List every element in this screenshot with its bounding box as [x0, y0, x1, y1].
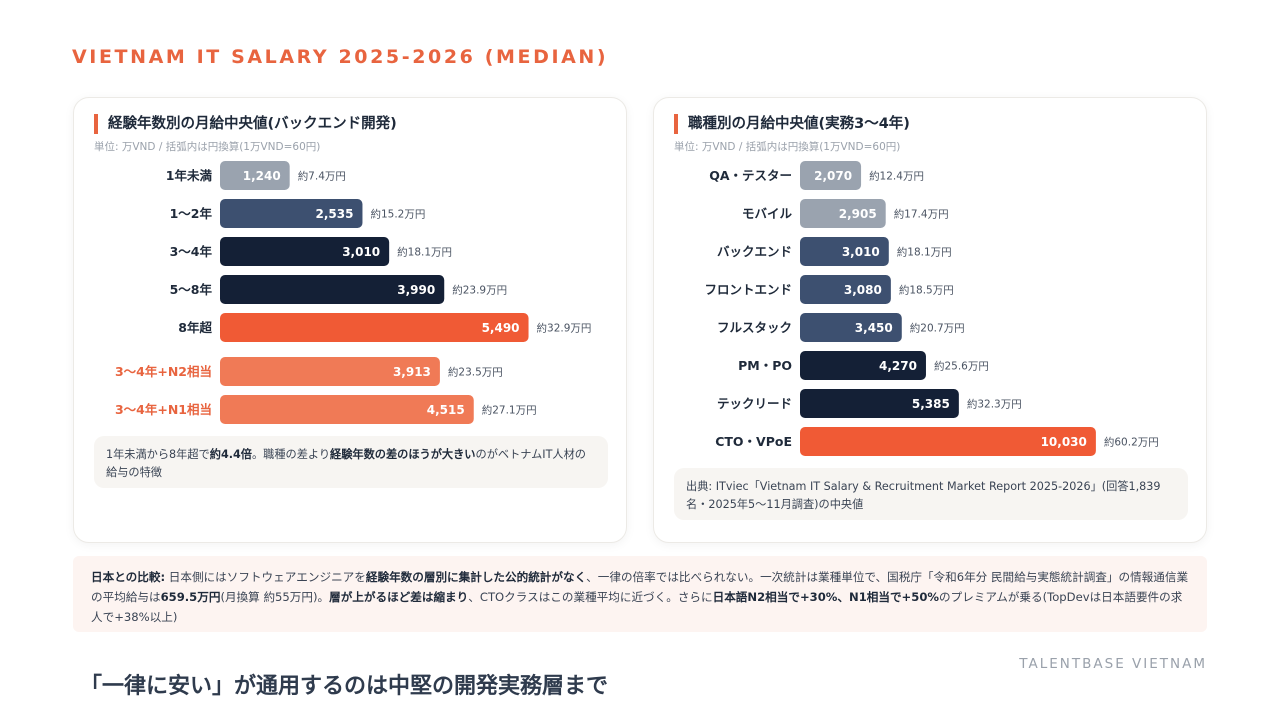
category-label: CTO・VPoE [715, 434, 792, 449]
bar-group-1-4: フルスタック 3,450 約20.7万円 [717, 313, 965, 342]
yen-label: 約60.2万円 [1104, 436, 1159, 449]
category-label: 3〜4年+N1相当 [115, 402, 212, 417]
value-label: 5,385 [912, 397, 950, 411]
role-chart-unit: 単位: 万VND / 括弧内は円換算(1万VND=60円) [674, 141, 901, 153]
experience-bar-chart: 1年未満 1,240 約7.4万円 1〜2年 2,535 約15.2万円 3〜4年 3,010… [115, 161, 591, 424]
yen-label: 約7.4万円 [298, 170, 346, 183]
category-label: PM・PO [738, 358, 792, 373]
category-label: テックリード [717, 396, 792, 411]
value-label: 5,490 [482, 321, 520, 335]
value-label: 3,080 [844, 283, 882, 297]
bar-group-0-5: 3〜4年+N2相当 3,913 約23.5万円 [115, 357, 503, 386]
value-label: 3,010 [842, 245, 880, 259]
value-label: 3,913 [393, 365, 431, 379]
bar [800, 351, 926, 380]
bar [220, 313, 529, 342]
bar-group-1-5: PM・PO 4,270 約25.6万円 [738, 351, 989, 380]
category-label: 1〜2年 [170, 206, 213, 221]
bar [220, 161, 290, 190]
role-chart-card: 職種別の月給中央値(実務3〜4年) 単位: 万VND / 括弧内は円換算(1万V… [653, 97, 1207, 543]
yen-label: 約25.6万円 [934, 360, 989, 373]
bar-group-1-7: CTO・VPoE 10,030 約60.2万円 [715, 427, 1159, 456]
experience-chart-unit: 単位: 万VND / 括弧内は円換算(1万VND=60円) [94, 141, 321, 153]
bar [800, 427, 1096, 456]
value-label: 2,535 [315, 207, 353, 221]
bar [800, 313, 902, 342]
bar-group-0-0: 1年未満 1,240 約7.4万円 [166, 161, 346, 190]
value-label: 3,010 [342, 245, 380, 259]
bar-group-1-2: バックエンド 3,010 約18.1万円 [717, 237, 952, 266]
bar-group-0-3: 5〜8年 3,990 約23.9万円 [170, 275, 507, 304]
value-label: 3,450 [855, 321, 893, 335]
experience-chart-card: 経験年数別の月給中央値(バックエンド開発) 単位: 万VND / 括弧内は円換算… [73, 97, 627, 543]
bar-group-0-4: 8年超 5,490 約32.9万円 [178, 313, 591, 342]
value-label: 4,515 [427, 403, 465, 417]
yen-label: 約12.4万円 [869, 170, 924, 183]
value-label: 10,030 [1041, 435, 1087, 449]
category-label: 3〜4年+N2相当 [115, 364, 212, 379]
value-label: 1,240 [243, 169, 281, 183]
yen-label: 約32.3万円 [967, 398, 1022, 411]
source-note: 出典: ITviec「Vietnam IT Salary & Recruitme… [674, 468, 1188, 520]
yen-label: 約17.4万円 [894, 208, 949, 221]
bar-group-1-6: テックリード 5,385 約32.3万円 [717, 389, 1022, 418]
value-label: 4,270 [879, 359, 917, 373]
value-label: 3,990 [397, 283, 435, 297]
page-title: VIETNAM IT SALARY 2025-2026 (MEDIAN) [72, 46, 609, 68]
bar [800, 275, 891, 304]
japan-comparison-box: 日本との比較: 日本側にはソフトウェアエンジニアを経験年数の層別に集計した公的統… [73, 556, 1207, 632]
headline: 「一律に安い」が通用するのは中堅の開発実務層まで [80, 674, 609, 699]
bar [220, 199, 363, 228]
category-label: バックエンド [717, 244, 792, 259]
yen-label: 約23.9万円 [452, 284, 507, 297]
value-label: 2,905 [839, 207, 877, 221]
bar [800, 199, 886, 228]
category-label: 5〜8年 [170, 282, 213, 297]
yen-label: 約18.1万円 [897, 246, 952, 259]
yen-label: 約18.1万円 [397, 246, 452, 259]
value-label: 2,070 [814, 169, 852, 183]
brand-label: TALENTBASE VIETNAM [1019, 656, 1207, 672]
bar-group-0-2: 3〜4年 3,010 約18.1万円 [170, 237, 452, 266]
experience-chart-title: 経験年数別の月給中央値(バックエンド開発) [94, 114, 397, 134]
category-label: 3〜4年 [170, 244, 213, 259]
bar [800, 389, 959, 418]
bar [220, 275, 445, 304]
category-label: フルスタック [717, 320, 792, 335]
bar [220, 237, 390, 266]
bar-group-1-3: フロントエンド 3,080 約18.5万円 [704, 275, 954, 304]
experience-note: 1年未満から8年超で約4.4倍。職種の差より経験年数の差のほうが大きいのがベトナ… [94, 436, 608, 488]
bar-group-0-1: 1〜2年 2,535 約15.2万円 [170, 199, 425, 228]
bar [220, 395, 474, 424]
category-label: フロントエンド [704, 282, 792, 297]
category-label: QA・テスター [709, 168, 792, 183]
yen-label: 約18.5万円 [899, 284, 954, 297]
bar-group-0-6: 3〜4年+N1相当 4,515 約27.1万円 [115, 395, 537, 424]
category-label: 1年未満 [166, 168, 213, 183]
yen-label: 約27.1万円 [482, 404, 537, 417]
yen-label: 約23.5万円 [448, 366, 503, 379]
role-chart-title: 職種別の月給中央値(実務3〜4年) [674, 114, 910, 134]
bar-group-1-0: QA・テスター 2,070 約12.4万円 [709, 161, 924, 190]
bar [800, 161, 862, 190]
bar [800, 237, 889, 266]
category-label: 8年超 [178, 320, 212, 335]
bar-group-1-1: モバイル 2,905 約17.4万円 [742, 199, 949, 228]
yen-label: 約20.7万円 [910, 322, 965, 335]
bar [220, 357, 440, 386]
yen-label: 約15.2万円 [370, 208, 425, 221]
category-label: モバイル [742, 206, 793, 221]
yen-label: 約32.9万円 [537, 322, 592, 335]
